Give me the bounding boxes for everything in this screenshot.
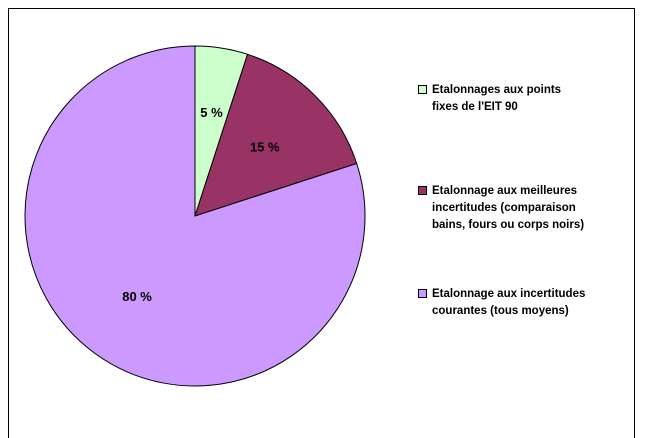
slice-value-label-incertitudes-courantes: 80 %: [122, 289, 152, 304]
legend-text-line: incertitudes (comparaison: [432, 202, 576, 214]
legend-item-meilleures-incertitudes: Etalonnage aux meilleures incertitudes (…: [418, 183, 584, 234]
pie-slice-incertitudes-courantes: [24, 45, 366, 387]
legend-text-line: fixes de l'EIT 90: [432, 101, 518, 113]
legend-label-meilleures-incertitudes: Etalonnage aux meilleures incertitudes (…: [432, 183, 584, 234]
legend-swatch-meilleures-incertitudes: [418, 186, 427, 195]
legend-label-incertitudes-courantes: Etalonnage aux incertitudes courantes (t…: [432, 286, 585, 320]
legend-text-line: Etalonnages aux points: [432, 84, 562, 96]
slice-value-label-meilleures-incertitudes: 15 %: [250, 139, 280, 154]
legend-item-incertitudes-courantes: Etalonnage aux incertitudes courantes (t…: [418, 286, 585, 320]
legend-text-line: courantes (tous moyens): [432, 305, 569, 317]
legend-item-points-fixes: Etalonnages aux points fixes de l'EIT 90: [418, 82, 561, 116]
legend-text-line: Etalonnage aux incertitudes: [432, 288, 586, 300]
legend-text-line: bains, fours ou corps noirs): [432, 219, 585, 231]
legend-text-line: Etalonnage aux meilleures: [432, 185, 578, 197]
legend-swatch-points-fixes: [418, 85, 427, 94]
pie-slice-meilleures-incertitudes: [194, 53, 358, 217]
slice-value-label-points-fixes: 5 %: [200, 105, 223, 120]
legend-label-points-fixes: Etalonnages aux points fixes de l'EIT 90: [432, 82, 561, 116]
chart-frame: [8, 8, 635, 438]
legend-swatch-incertitudes-courantes: [418, 289, 427, 298]
